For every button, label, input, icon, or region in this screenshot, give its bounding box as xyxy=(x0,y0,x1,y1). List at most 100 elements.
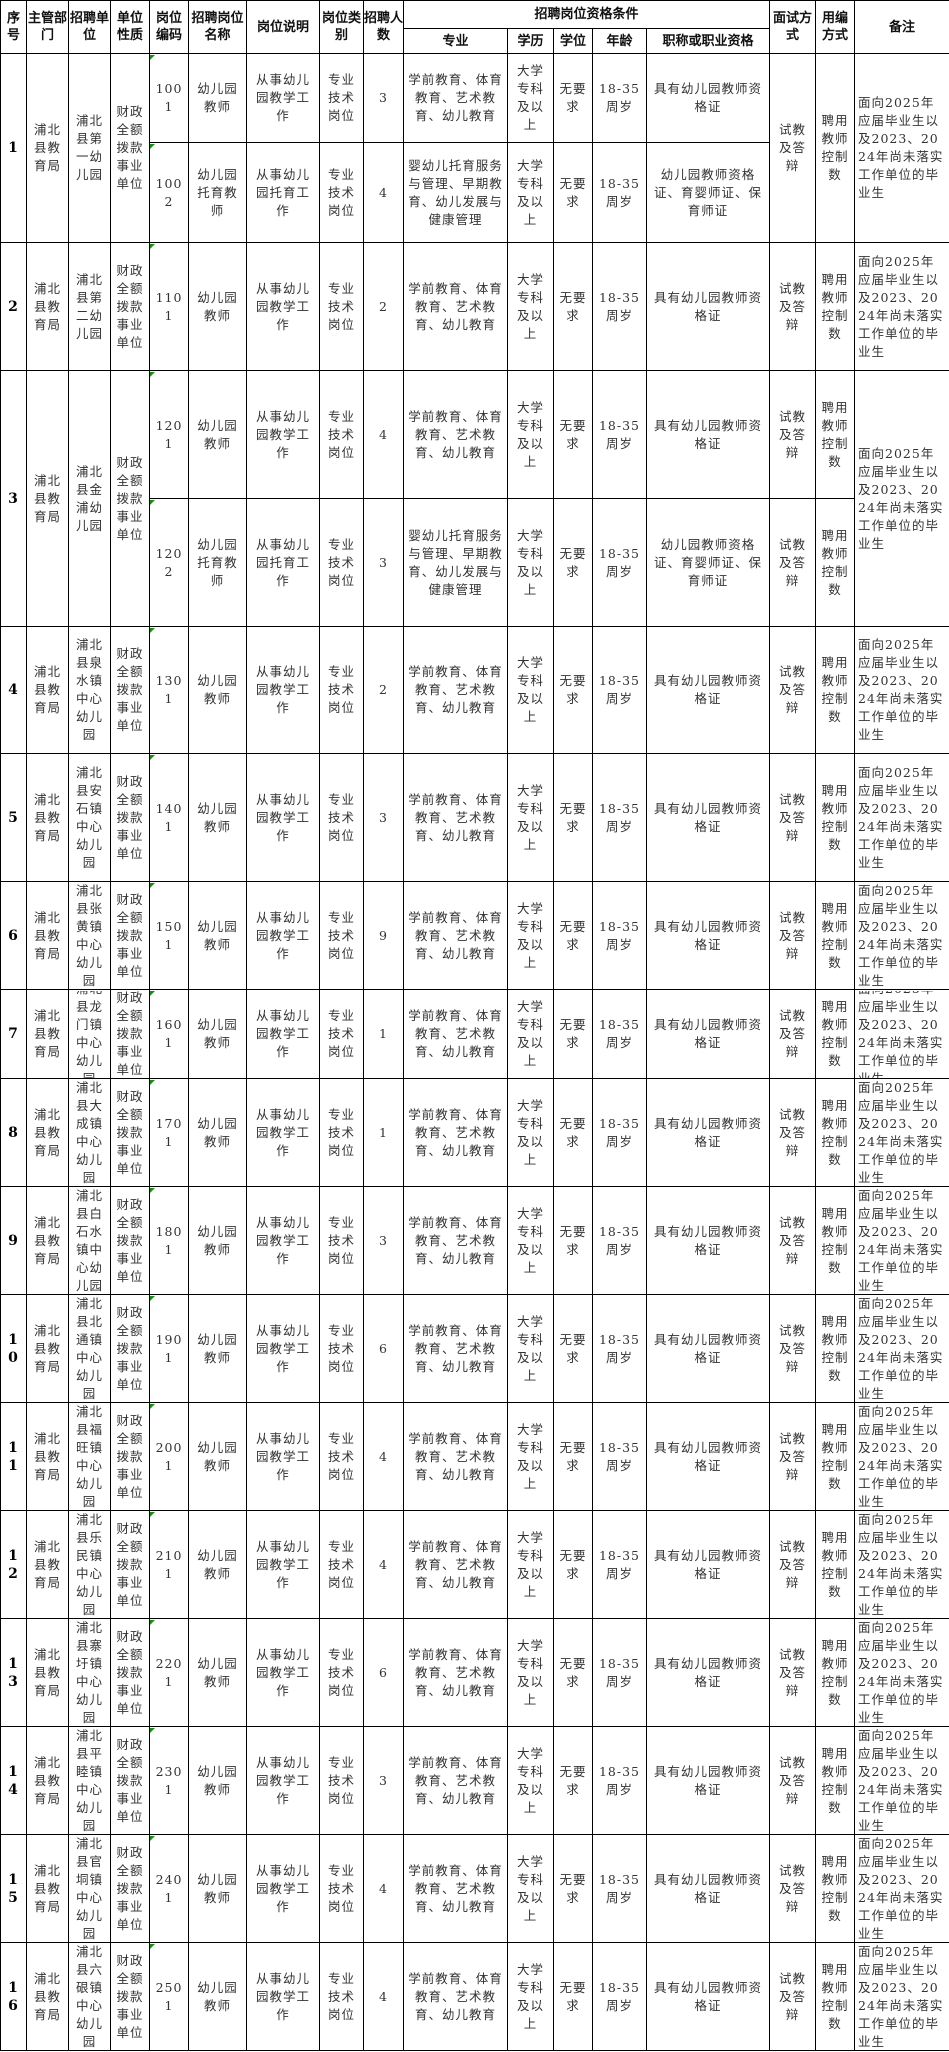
degree-requirement-cell: 无要求 xyxy=(553,498,593,627)
major-requirement: 学前教育、体育教育、艺术教育、幼儿教育 xyxy=(408,1008,503,1059)
position-code-cell: 2001 xyxy=(149,1402,189,1511)
degree-requirement-cell: 无要求 xyxy=(553,989,593,1079)
remark-cell: 面向2025年应届毕业生以及2023、2024年尚未落实工作单位的毕业生 xyxy=(854,1834,949,1943)
remark-cell: 面向2025年应届毕业生以及2023、2024年尚未落实工作单位的毕业生 xyxy=(854,370,949,627)
unit-nature: 财政全额拨款事业单位 xyxy=(116,1736,144,1824)
position-code: 2101 xyxy=(150,1511,188,1618)
recruiting-unit: 浦北县第二幼儿园 xyxy=(75,271,103,341)
position-category: 专业技术岗位 xyxy=(327,1970,355,2022)
recruiting-unit: 浦北县安石镇中心幼儿园 xyxy=(75,764,103,870)
position-name-cell: 幼儿园教师 xyxy=(188,53,247,143)
remark: 面向2025年应届毕业生以及2023、2024年尚未落实工作单位的毕业生 xyxy=(858,1511,944,1617)
position-name: 幼儿园教师 xyxy=(197,673,238,706)
remark: 面向2025年应届毕业生以及2023、2024年尚未落实工作单位的毕业生 xyxy=(858,637,944,742)
age-requirement: 18-35周岁 xyxy=(598,289,641,323)
certificate-requirement: 具有幼儿园教师资格证 xyxy=(654,1439,763,1473)
age-requirement-cell: 18-35周岁 xyxy=(592,1726,647,1835)
position-code-cell: 1201 xyxy=(149,370,189,499)
age-requirement-cell: 18-35周岁 xyxy=(592,1402,647,1511)
headcount: 9 xyxy=(379,927,388,943)
position-name-cell: 幼儿园教师 xyxy=(188,1618,247,1727)
position-category: 专业技术岗位 xyxy=(327,408,355,460)
staffing-method-cell: 聘用教师控制数 xyxy=(815,370,856,499)
headcount: 3 xyxy=(379,554,388,570)
position-description-cell: 从事幼儿园教学工作 xyxy=(246,242,320,371)
staffing-method-cell: 聘用教师控制数 xyxy=(815,626,856,754)
position-code: 1101 xyxy=(150,243,188,370)
staffing-method-cell: 聘用教师控制数 xyxy=(815,1078,856,1187)
major-requirement-cell: 学前教育、体育教育、艺术教育、幼儿教育 xyxy=(403,1618,508,1727)
certificate-requirement: 具有幼儿园教师资格证 xyxy=(654,1763,763,1797)
age-requirement: 18-35周岁 xyxy=(598,545,641,579)
department-cell: 浦北县教育局 xyxy=(26,1294,69,1403)
position-name: 幼儿园托育教师 xyxy=(197,166,238,218)
position-category: 专业技术岗位 xyxy=(327,1754,355,1806)
recruiting-unit: 浦北县福旺镇中心幼儿园 xyxy=(75,1403,103,1509)
staffing-method: 聘用教师控制数 xyxy=(821,113,849,182)
position-description: 从事幼儿园教学工作 xyxy=(255,1322,310,1374)
position-category: 专业技术岗位 xyxy=(327,791,355,843)
recruiting-unit-cell: 浦北县乐民镇中心幼儿园 xyxy=(68,1510,111,1619)
unit-nature-cell: 财政全额拨款事业单位 xyxy=(110,626,150,754)
position-description: 从事幼儿园托育工作 xyxy=(255,166,310,218)
position-description-cell: 从事幼儿园教学工作 xyxy=(246,626,320,754)
position-name-cell: 幼儿园托育教师 xyxy=(188,498,247,627)
interview-method: 试教及答辩 xyxy=(779,1970,807,2022)
position-code: 1002 xyxy=(150,143,188,242)
degree-requirement: 无要求 xyxy=(559,175,587,209)
education-requirement-cell: 大学专科及以上 xyxy=(507,881,554,990)
department-cell: 浦北县教育局 xyxy=(26,53,69,243)
education-requirement-cell: 大学专科及以上 xyxy=(507,1294,554,1403)
position-name: 幼儿园教师 xyxy=(197,81,238,114)
degree-requirement-cell: 无要求 xyxy=(553,1726,593,1835)
position-code: 1901 xyxy=(150,1295,188,1402)
certificate-requirement: 幼儿园教师资格证、育婴师证、保育师证 xyxy=(654,536,763,588)
recruiting-unit-cell: 浦北县第二幼儿园 xyxy=(68,242,111,371)
headcount-cell: 4 xyxy=(363,142,404,243)
headcount-cell: 1 xyxy=(363,989,404,1079)
table-row: 15 浦北县教育局 浦北县官垌镇中心幼儿园 财政全额拨款事业单位 2401 幼儿园教师 从事… xyxy=(0,1834,949,1943)
position-code: 1801 xyxy=(150,1187,188,1294)
education-requirement-cell: 大学专科及以上 xyxy=(507,1186,554,1295)
degree-requirement-cell: 无要求 xyxy=(553,1402,593,1511)
department-cell: 浦北县教育局 xyxy=(26,1726,69,1835)
major-requirement-cell: 学前教育、体育教育、艺术教育、幼儿教育 xyxy=(403,370,508,499)
department-cell: 浦北县教育局 xyxy=(26,1510,69,1619)
unit-nature: 财政全额拨款事业单位 xyxy=(116,262,144,350)
unit-nature: 财政全额拨款事业单位 xyxy=(116,1952,144,2040)
row-number-cell: 4 xyxy=(0,626,27,754)
table-body: 1 浦北县教育局 浦北县第一幼儿园 财政全额拨款事业单位 1001 幼儿园教师 从事幼儿园教… xyxy=(0,53,949,2051)
row-number-cell: 5 xyxy=(0,753,27,882)
age-requirement-cell: 18-35周岁 xyxy=(592,753,647,882)
education-requirement: 大学专科及以上 xyxy=(516,1097,544,1167)
major-requirement: 学前教育、体育教育、艺术教育、幼儿教育 xyxy=(408,1970,503,2022)
education-requirement-cell: 大学专科及以上 xyxy=(507,370,554,499)
row-number: 14 xyxy=(8,1763,19,1798)
interview-method-cell: 试教及答辩 xyxy=(769,753,817,882)
position-description-cell: 从事幼儿园教学工作 xyxy=(246,989,320,1079)
position-name-cell: 幼儿园教师 xyxy=(188,626,247,754)
position-name-cell: 幼儿园教师 xyxy=(188,1726,247,1835)
department-cell: 浦北县教育局 xyxy=(26,1402,69,1511)
header-no: 序号 xyxy=(0,0,27,54)
position-description-cell: 从事幼儿园教学工作 xyxy=(246,753,320,882)
staffing-method: 聘用教师控制数 xyxy=(821,1637,849,1707)
position-code-cell: 1601 xyxy=(149,989,189,1079)
certificate-requirement-cell: 具有幼儿园教师资格证 xyxy=(645,626,771,754)
position-category: 专业技术岗位 xyxy=(327,909,355,961)
certificate-requirement-cell: 具有幼儿园教师资格证 xyxy=(645,1402,771,1511)
education-requirement: 大学专科及以上 xyxy=(516,1529,544,1599)
remark: 面向2025年应届毕业生以及2023、2024年尚未落实工作单位的毕业生 xyxy=(858,1295,944,1401)
headcount: 6 xyxy=(379,1340,388,1356)
recruiting-unit: 浦北县寨圩镇中心幼儿园 xyxy=(75,1619,103,1725)
headcount: 6 xyxy=(379,1664,388,1680)
recruiting-unit: 浦北县龙门镇中心幼儿园 xyxy=(75,991,103,1078)
position-code-cell: 1301 xyxy=(149,626,189,754)
major-requirement-cell: 学前教育、体育教育、艺术教育、幼儿教育 xyxy=(403,53,508,143)
education-requirement-cell: 大学专科及以上 xyxy=(507,1078,554,1187)
remark-cell: 面向2025年应届毕业生以及2023、2024年尚未落实工作单位的毕业生 xyxy=(854,626,949,754)
degree-requirement: 无要求 xyxy=(559,1115,587,1149)
interview-method-cell: 试教及答辩 xyxy=(769,1834,817,1943)
recruiting-unit: 浦北县张黄镇中心幼儿园 xyxy=(75,882,103,988)
interview-method: 试教及答辩 xyxy=(779,664,807,715)
